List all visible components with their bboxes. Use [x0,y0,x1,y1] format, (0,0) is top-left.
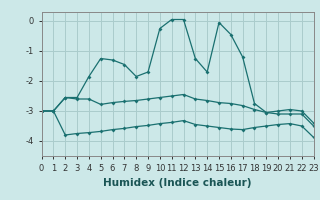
X-axis label: Humidex (Indice chaleur): Humidex (Indice chaleur) [103,178,252,188]
